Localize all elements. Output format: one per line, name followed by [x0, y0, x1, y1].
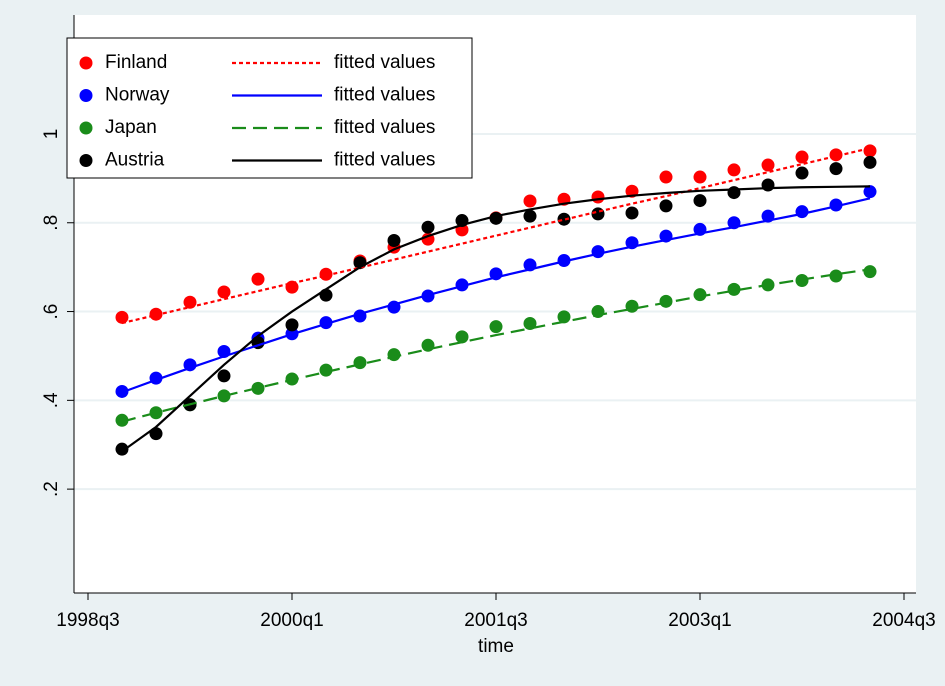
y-tick-label: .2 — [41, 481, 62, 497]
data-point — [557, 310, 571, 324]
data-point — [217, 369, 231, 383]
data-point — [727, 186, 741, 200]
data-point — [863, 155, 877, 169]
data-point — [727, 163, 741, 177]
data-point — [421, 338, 435, 352]
data-point — [659, 170, 673, 184]
data-point — [387, 348, 401, 362]
data-point — [591, 190, 605, 204]
data-point — [659, 294, 673, 308]
fitted-line — [121, 185, 871, 453]
data-point — [557, 212, 571, 226]
legend-label: Japan — [105, 117, 157, 138]
data-point — [795, 205, 809, 219]
x-tick-label: 2004q3 — [872, 610, 935, 631]
fitted-line — [121, 147, 871, 325]
data-point — [523, 194, 537, 208]
data-point — [183, 295, 197, 309]
data-point — [863, 265, 877, 279]
data-point — [455, 330, 469, 344]
data-point — [251, 381, 265, 395]
data-point — [693, 194, 707, 208]
y-tick-label: .4 — [41, 392, 62, 408]
data-point — [761, 158, 775, 172]
legend-label: Norway — [105, 85, 170, 106]
data-point — [285, 280, 299, 294]
data-point — [863, 144, 877, 158]
x-tick-label: 1998q3 — [56, 610, 119, 631]
fitted-line — [121, 268, 871, 423]
data-point — [659, 199, 673, 213]
data-point — [115, 310, 129, 324]
legend-label: fitted values — [334, 150, 435, 171]
x-axis-title: time — [478, 636, 514, 657]
data-point — [795, 166, 809, 180]
data-point — [693, 170, 707, 184]
data-point — [761, 178, 775, 192]
data-point — [591, 207, 605, 221]
x-tick-label: 2000q1 — [260, 610, 323, 631]
data-point — [149, 406, 163, 420]
x-tick-label: 2001q3 — [464, 610, 527, 631]
data-point — [489, 320, 503, 334]
y-tick-label: .8 — [41, 215, 62, 231]
legend-marker — [79, 121, 93, 135]
legend-label: fitted values — [334, 117, 435, 138]
data-point — [591, 245, 605, 259]
data-point — [115, 442, 129, 456]
data-point — [319, 363, 333, 377]
legend-marker — [79, 56, 93, 70]
legend-label: fitted values — [334, 52, 435, 73]
data-point — [115, 413, 129, 427]
legend-label: fitted values — [334, 85, 435, 106]
legend-box — [66, 37, 473, 179]
data-point — [319, 267, 333, 281]
data-point — [421, 220, 435, 234]
data-point — [727, 282, 741, 296]
legend-label: Austria — [105, 150, 165, 171]
data-point — [829, 198, 843, 212]
data-point — [625, 206, 639, 220]
y-tick-label: .6 — [41, 304, 62, 320]
data-point — [829, 162, 843, 176]
data-point — [251, 272, 265, 286]
data-point — [795, 150, 809, 164]
legend-marker — [79, 89, 93, 102]
x-tick-label: 2003q1 — [668, 610, 731, 631]
data-point — [625, 299, 639, 313]
data-point — [863, 185, 877, 199]
data-point — [353, 356, 367, 370]
data-point — [217, 285, 231, 299]
data-point — [387, 234, 401, 248]
legend-label: Finland — [105, 52, 167, 73]
y-tick-label: 1 — [41, 129, 62, 140]
data-point — [523, 209, 537, 223]
data-point — [829, 148, 843, 162]
data-point — [285, 318, 299, 332]
legend-marker — [79, 154, 93, 167]
fitted-line — [121, 197, 871, 394]
data-point — [829, 269, 843, 283]
